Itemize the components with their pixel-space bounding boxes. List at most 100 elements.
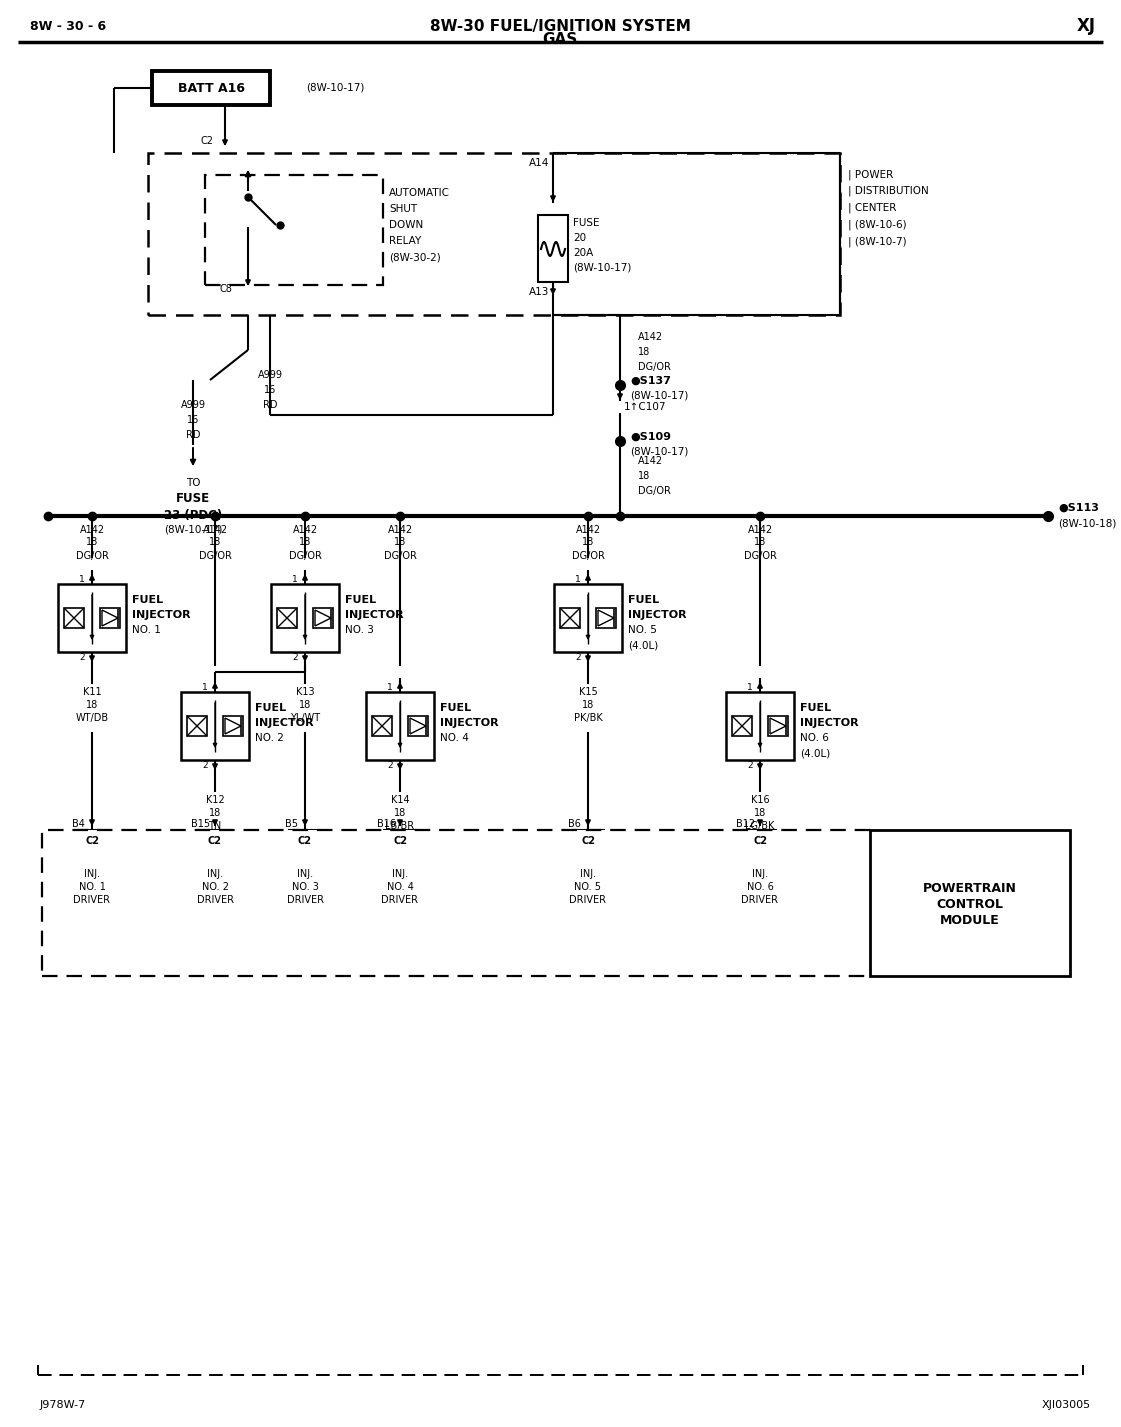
Text: B6: B6 [567, 819, 581, 829]
Text: K14: K14 [391, 795, 409, 805]
Text: A142: A142 [293, 525, 317, 535]
Text: K16: K16 [751, 795, 769, 805]
Bar [538, 215, 568, 283]
Bar [148, 153, 840, 315]
Bar [572, 831, 604, 852]
Text: INJECTOR: INJECTOR [345, 609, 404, 619]
Text: | CENTER: | CENTER [847, 203, 897, 213]
Text: 1: 1 [80, 575, 85, 584]
Text: 8W-30 FUEL/IGNITION SYSTEM: 8W-30 FUEL/IGNITION SYSTEM [429, 19, 691, 33]
Bar [223, 716, 243, 736]
Text: (4.0L): (4.0L) [800, 748, 831, 758]
Text: (8W-10-17): (8W-10-17) [573, 263, 631, 273]
Bar [768, 716, 788, 736]
Text: RD: RD [186, 430, 201, 440]
Text: GAS: GAS [543, 33, 577, 47]
Bar [271, 584, 339, 652]
Bar [744, 831, 776, 852]
Text: B4: B4 [72, 819, 84, 829]
Text: C2: C2 [201, 136, 213, 146]
Text: A142: A142 [575, 525, 601, 535]
Text: INJ.: INJ. [84, 869, 100, 879]
Text: 18: 18 [393, 808, 406, 818]
Text: NO. 5: NO. 5 [574, 882, 602, 892]
Bar [64, 608, 84, 628]
Text: INJECTOR: INJECTOR [254, 718, 314, 728]
Text: A142: A142 [80, 525, 104, 535]
Text: 1↑C107: 1↑C107 [624, 402, 667, 412]
Text: C2: C2 [753, 836, 767, 846]
Text: A142: A142 [638, 332, 664, 342]
Text: A999: A999 [258, 370, 282, 380]
Text: NO. 6: NO. 6 [800, 733, 828, 743]
Text: | (8W-10-7): | (8W-10-7) [847, 237, 907, 247]
Text: B16: B16 [377, 819, 396, 829]
Text: (8W-10-17): (8W-10-17) [630, 390, 688, 400]
Text: 16: 16 [263, 385, 276, 395]
Text: INJECTOR: INJECTOR [441, 718, 499, 728]
Text: C2: C2 [581, 836, 595, 846]
Text: K13: K13 [296, 686, 314, 696]
Text: DRIVER: DRIVER [569, 895, 606, 905]
Text: NO. 2: NO. 2 [202, 882, 229, 892]
Text: C2: C2 [209, 836, 222, 846]
Text: 18: 18 [582, 537, 594, 547]
Bar [365, 692, 434, 761]
Text: INJ.: INJ. [297, 869, 313, 879]
Text: INJ.: INJ. [207, 869, 223, 879]
Text: XJ: XJ [1076, 17, 1095, 36]
Text: INJ.: INJ. [392, 869, 408, 879]
Text: A14: A14 [529, 158, 549, 168]
Text: NO. 6: NO. 6 [747, 882, 773, 892]
Text: FUEL: FUEL [800, 704, 831, 714]
Text: CONTROL: CONTROL [936, 899, 1003, 912]
Text: 18: 18 [582, 701, 594, 711]
Bar [205, 176, 383, 285]
Text: RD: RD [262, 400, 277, 410]
Text: 18: 18 [86, 701, 99, 711]
Text: (8W-30-2): (8W-30-2) [389, 253, 441, 263]
Text: FUEL: FUEL [628, 595, 659, 605]
Text: 1: 1 [387, 682, 392, 692]
Text: | POWER: | POWER [847, 170, 893, 180]
Text: DG/OR: DG/OR [638, 362, 670, 372]
Text: A13: A13 [529, 287, 549, 297]
Text: 18: 18 [209, 537, 221, 547]
Text: NO. 4: NO. 4 [387, 882, 414, 892]
Text: 20: 20 [573, 233, 586, 243]
Text: 18: 18 [299, 537, 312, 547]
Bar [372, 716, 392, 736]
Text: 2: 2 [748, 762, 753, 771]
Text: 18: 18 [754, 537, 766, 547]
Text: 18: 18 [209, 808, 221, 818]
Bar [100, 608, 120, 628]
Text: DRIVER: DRIVER [741, 895, 778, 905]
Text: NO. 4: NO. 4 [441, 733, 469, 743]
Text: 2: 2 [202, 762, 207, 771]
Bar [152, 71, 270, 106]
Text: 1: 1 [575, 575, 581, 584]
Text: INJECTOR: INJECTOR [628, 609, 687, 619]
Text: DG/OR: DG/OR [383, 551, 416, 561]
Text: 23 (PDC): 23 (PDC) [164, 508, 222, 521]
Bar [58, 584, 126, 652]
Text: NO. 3: NO. 3 [291, 882, 318, 892]
Bar [596, 608, 617, 628]
Bar [289, 831, 321, 852]
Text: J978W-7: J978W-7 [40, 1400, 86, 1410]
Text: 8W - 30 - 6: 8W - 30 - 6 [30, 20, 106, 33]
Text: B5: B5 [285, 819, 297, 829]
Text: MODULE: MODULE [941, 915, 1000, 928]
Bar [187, 716, 207, 736]
Text: DRIVER: DRIVER [74, 895, 111, 905]
Text: PK/BK: PK/BK [574, 714, 602, 723]
Text: DG/OR: DG/OR [743, 551, 777, 561]
Text: A142: A142 [203, 525, 228, 535]
Text: NO. 1: NO. 1 [132, 625, 161, 635]
Text: FUSE: FUSE [573, 218, 600, 228]
Text: B15: B15 [192, 819, 211, 829]
Text: DG/OR: DG/OR [572, 551, 604, 561]
Text: LG/BK: LG/BK [745, 821, 775, 831]
Text: INJECTOR: INJECTOR [132, 609, 191, 619]
Text: FUEL: FUEL [132, 595, 164, 605]
